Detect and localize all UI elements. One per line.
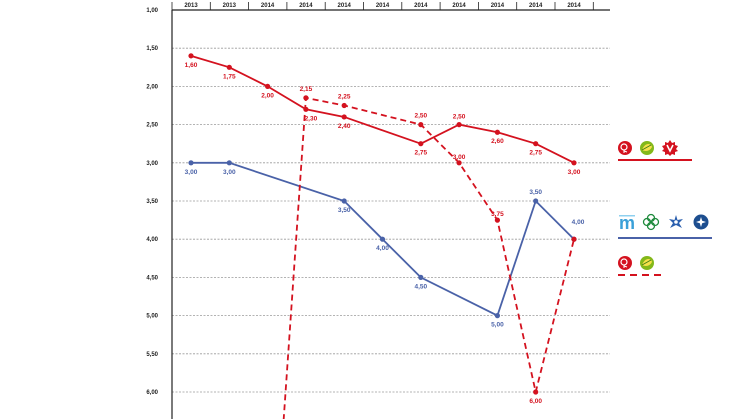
y-tick-label: 6,00 xyxy=(146,390,158,396)
data-point xyxy=(533,141,539,147)
series-line-blue_solid xyxy=(191,161,575,317)
data-point xyxy=(303,95,309,101)
data-label: 2,60 xyxy=(491,138,504,145)
rose-icon xyxy=(618,141,632,155)
data-point xyxy=(494,313,500,319)
data-point xyxy=(226,64,232,70)
legend-group-red-solid xyxy=(618,140,692,161)
data-label: 2,50 xyxy=(414,113,427,120)
data-point xyxy=(188,53,194,59)
data-label: 2,75 xyxy=(414,150,427,157)
x-tick-label: 2014 xyxy=(491,3,505,9)
data-label: 1,75 xyxy=(223,73,236,80)
data-label: 3,00 xyxy=(453,154,466,161)
y-tick-label: 2,50 xyxy=(146,123,158,129)
data-label: 3,50 xyxy=(529,189,542,196)
y-tick-label: 3,50 xyxy=(146,199,158,205)
x-axis: 2013 2013 2014 2014 2014 2014 2014 2014 2014 2014… xyxy=(171,2,610,419)
legend-group-blue-solid: m xyxy=(618,213,712,239)
data-label: 2,50 xyxy=(453,114,466,121)
series-layer xyxy=(188,53,577,419)
data-label: 2,75 xyxy=(529,150,542,157)
y-tick-label: 1,50 xyxy=(146,46,158,52)
y-tick-label: 5,00 xyxy=(146,314,158,320)
data-label: 3,00 xyxy=(223,169,236,176)
x-tick-label: 2014 xyxy=(567,3,581,9)
data-point xyxy=(341,198,347,204)
data-label: 4,00 xyxy=(376,245,389,252)
x-tick-label: 2014 xyxy=(338,3,352,9)
y-tick-label: 4,50 xyxy=(146,275,158,281)
data-label: 3,00 xyxy=(568,169,581,176)
data-label: 4,50 xyxy=(414,283,427,290)
legend: m xyxy=(618,140,712,276)
grid-layer xyxy=(172,47,610,393)
m-icon: m xyxy=(619,213,635,233)
data-label: 4,00 xyxy=(572,219,585,226)
data-point xyxy=(533,389,539,395)
x-tick-label: 2013 xyxy=(184,3,198,9)
data-label: 5,00 xyxy=(491,322,504,329)
y-tick-label: 5,50 xyxy=(146,352,158,358)
series-line-red_dashed xyxy=(282,96,575,419)
data-point xyxy=(494,129,500,135)
data-label: 3,00 xyxy=(185,169,198,176)
leaf-icon xyxy=(640,256,654,270)
data-point xyxy=(571,160,577,166)
data-label: 2,25 xyxy=(338,94,351,101)
x-tick-label: 2014 xyxy=(261,3,275,9)
data-point xyxy=(456,122,462,128)
y-tick-label: 3,00 xyxy=(146,161,158,167)
series-line-red_solid xyxy=(190,54,575,164)
data-label: 2,30 xyxy=(305,115,318,122)
star-flower-icon xyxy=(693,214,709,230)
clover-icon xyxy=(642,213,660,231)
y-tick-label: 1,00 xyxy=(146,8,158,14)
x-tick-label: 2014 xyxy=(414,3,428,9)
data-point xyxy=(418,122,424,128)
data-point xyxy=(571,236,577,242)
data-label: 3,50 xyxy=(338,207,351,214)
v-icon xyxy=(662,140,678,156)
data-labels: 1,60 1,75 2,00 2,30 2,40 2,75 2,50 2,60 2,75 3,00… xyxy=(185,62,585,405)
data-point xyxy=(188,160,194,166)
data-point xyxy=(456,160,462,166)
data-point xyxy=(265,83,271,89)
x-tick-label: 2014 xyxy=(529,3,543,9)
y-tick-label: 2,00 xyxy=(146,84,158,90)
x-tick-label: 2014 xyxy=(376,3,390,9)
data-point xyxy=(379,236,386,242)
svg-text:m: m xyxy=(619,213,635,233)
data-point xyxy=(341,102,347,109)
data-label: 2,15 xyxy=(300,86,313,93)
leaf-icon xyxy=(640,141,654,155)
x-tick-label: 2013 xyxy=(223,3,237,9)
data-point xyxy=(533,198,539,204)
data-label: 3,75 xyxy=(491,211,504,218)
data-label: 6,00 xyxy=(529,398,542,405)
data-label: 2,40 xyxy=(338,123,351,130)
data-point xyxy=(494,217,500,223)
data-point xyxy=(226,160,232,166)
x-tick-label: 2014 xyxy=(452,3,466,9)
data-point xyxy=(341,114,347,120)
y-axis: 1,00 1,50 2,00 2,50 3,00 3,50 4,00 4,50 5,00 5,50… xyxy=(146,8,158,396)
y-tick-label: 4,00 xyxy=(146,237,158,243)
data-point xyxy=(418,141,424,147)
data-label: 2,00 xyxy=(261,92,274,99)
cornflower-icon xyxy=(669,215,683,228)
rose-icon xyxy=(618,256,632,270)
legend-group-red-dashed xyxy=(618,256,662,276)
data-point xyxy=(418,274,424,280)
data-label: 1,60 xyxy=(185,62,198,69)
x-tick-label: 2014 xyxy=(299,3,313,9)
